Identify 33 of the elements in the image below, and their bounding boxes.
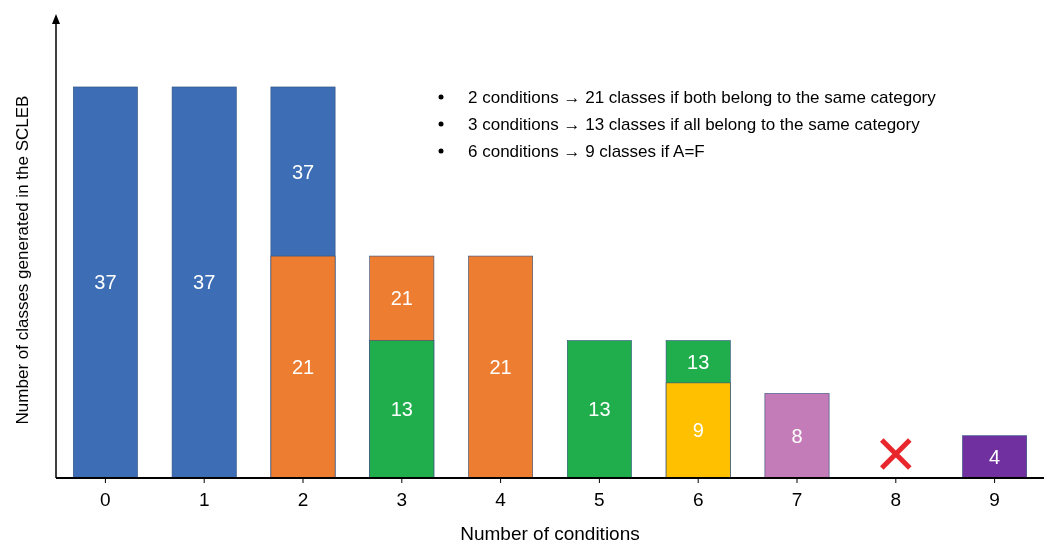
- bar: [764, 393, 830, 479]
- data-label: 9: [692, 419, 704, 442]
- data-label: 37: [94, 271, 117, 294]
- data-label: 21: [489, 356, 512, 379]
- bar: [566, 340, 632, 479]
- bar: [962, 435, 1028, 479]
- x-tick-label: 0: [100, 489, 111, 510]
- data-label: 13: [390, 398, 413, 421]
- bar: [72, 86, 138, 479]
- x-axis-title: Number of conditions: [460, 523, 640, 544]
- annotation: 3 conditions → 13 classes if all belong to the same category: [468, 115, 921, 134]
- data-label: 37: [193, 271, 216, 294]
- annotation: 6 conditions → 9 classes if A=F: [468, 142, 705, 161]
- x-tick-label: 7: [791, 489, 803, 510]
- data-label: 21: [291, 356, 315, 379]
- x-tick-label: 8: [890, 489, 902, 510]
- data-label: 21: [390, 287, 413, 310]
- data-label: 13: [588, 398, 611, 421]
- annotation: 2 conditions → 21 classes if both belong to the same category: [468, 88, 937, 107]
- data-label: 13: [687, 350, 710, 373]
- y-axis-title: Number of classes generated in the SCLEB: [13, 95, 32, 425]
- x-tick-label: 3: [396, 489, 408, 510]
- x-tick-label: 4: [495, 489, 507, 510]
- data-label: 8: [791, 424, 803, 447]
- x-tick-label: 2: [297, 489, 309, 510]
- bar: [171, 86, 237, 479]
- x-tick-label: 1: [198, 489, 210, 510]
- x-tick-label: 9: [989, 489, 1000, 510]
- x-tick-label: 5: [594, 489, 605, 510]
- data-label: 37: [291, 160, 315, 183]
- x-tick-label: 6: [692, 489, 704, 510]
- data-label: 4: [989, 445, 1001, 468]
- bar: [468, 255, 534, 479]
